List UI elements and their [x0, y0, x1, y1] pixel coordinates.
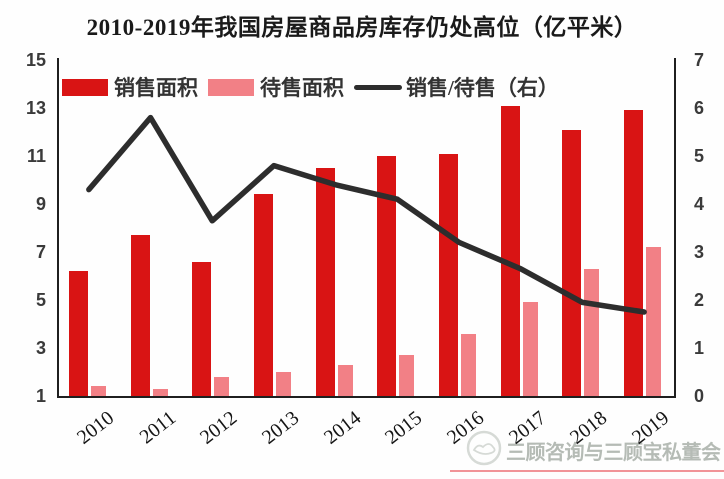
- legend: 销售面积 待售面积 销售/待售（右）: [62, 72, 569, 102]
- bar-销售面积-2011: [130, 235, 150, 396]
- y-tick-right-6: 6: [694, 98, 705, 118]
- y-tick-right-5: 5: [694, 146, 705, 166]
- x-label-2013: 2013: [258, 406, 304, 449]
- y-tick-right-4: 4: [694, 194, 705, 214]
- legend-label-sales: 销售面积: [114, 76, 198, 100]
- y-tick-left-11: 11: [26, 146, 46, 166]
- y-axis-right-line: [674, 58, 676, 398]
- y-axis-left-line: [57, 58, 59, 398]
- bar-销售面积-2013: [253, 194, 273, 396]
- bar-待售面积-2014: [337, 364, 353, 396]
- bar-待售面积-2010: [90, 386, 106, 396]
- bar-待售面积-2019: [646, 247, 662, 396]
- legend-label-pending: 待售面积: [260, 76, 344, 100]
- bar-待售面积-2017: [522, 302, 538, 396]
- y-tick-left-5: 5: [35, 290, 46, 310]
- bar-销售面积-2015: [377, 156, 397, 396]
- y-tick-right-2: 2: [694, 290, 705, 310]
- bar-销售面积-2016: [439, 153, 459, 396]
- bar-待售面积-2011: [152, 388, 168, 396]
- legend-label-ratio: 销售/待售（右）: [406, 76, 559, 100]
- bar-销售面积-2019: [624, 110, 644, 396]
- x-label-2015: 2015: [381, 406, 427, 449]
- y-tick-left-9: 9: [35, 194, 46, 214]
- legend-swatch-sales-icon: [62, 78, 108, 96]
- watermark-logo-icon: [466, 430, 502, 466]
- x-label-2010: 2010: [72, 406, 119, 449]
- bar-待售面积-2015: [399, 355, 415, 396]
- bar-销售面积-2014: [315, 168, 335, 396]
- y-tick-left-3: 3: [35, 338, 46, 358]
- legend-swatch-ratio-line-icon: [354, 84, 402, 90]
- y-tick-left-15: 15: [25, 50, 46, 70]
- bar-销售面积-2018: [562, 129, 582, 396]
- legend-swatch-pending-icon: [208, 78, 254, 96]
- x-label-2014: 2014: [319, 406, 365, 449]
- bar-待售面积-2012: [214, 376, 230, 396]
- bar-待售面积-2018: [584, 268, 600, 396]
- y-tick-left-1: 1: [35, 386, 46, 406]
- y-tick-right-1: 1: [694, 338, 705, 358]
- x-axis-line: [57, 396, 676, 398]
- y-tick-left-13: 13: [25, 98, 46, 118]
- y-tick-right-3: 3: [694, 242, 705, 262]
- bar-销售面积-2017: [500, 105, 520, 396]
- x-label-2011: 2011: [135, 406, 180, 449]
- bar-待售面积-2016: [461, 333, 477, 396]
- bar-销售面积-2012: [192, 261, 212, 396]
- y-tick-right-7: 7: [694, 50, 705, 70]
- watermark-underline: [450, 470, 724, 472]
- watermark-text: 三顾咨询与三顾宝私董会: [506, 442, 721, 464]
- bar-销售面积-2010: [68, 271, 88, 396]
- chart-title: 2010-2019年我国房屋商品房库存仍处高位（亿平米）: [86, 15, 638, 40]
- bar-待售面积-2013: [275, 372, 291, 396]
- y-tick-left-7: 7: [35, 242, 46, 262]
- x-label-2012: 2012: [196, 406, 242, 449]
- y-tick-right-0: 0: [694, 386, 705, 406]
